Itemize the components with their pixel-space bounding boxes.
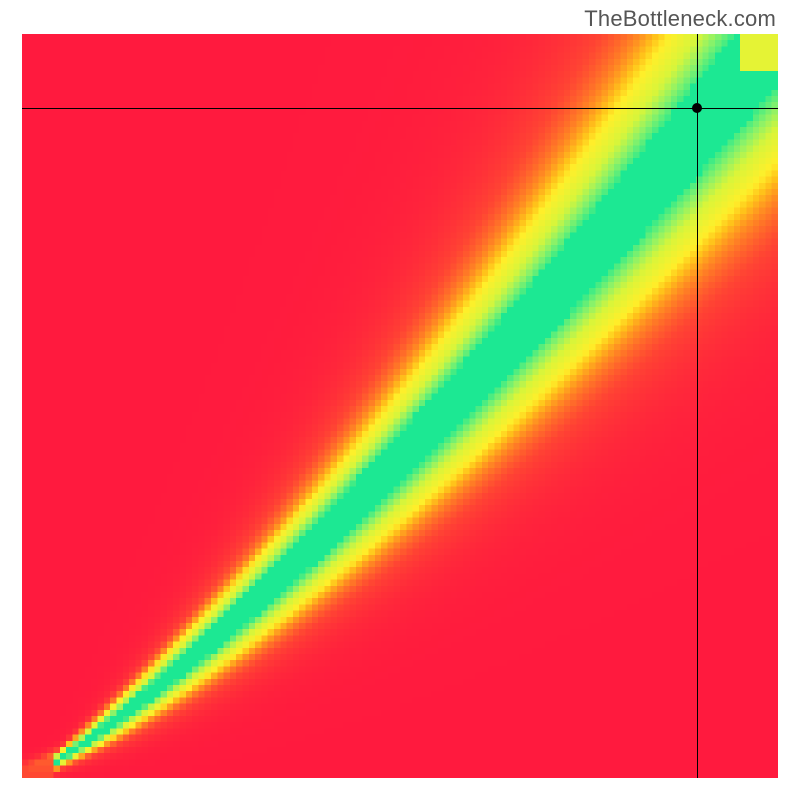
watermark-text: TheBottleneck.com [584, 6, 776, 32]
crosshair-vertical [697, 34, 698, 778]
heatmap-plot [22, 34, 778, 778]
heatmap-canvas [22, 34, 778, 778]
crosshair-horizontal [22, 108, 778, 109]
marker-dot [692, 103, 702, 113]
